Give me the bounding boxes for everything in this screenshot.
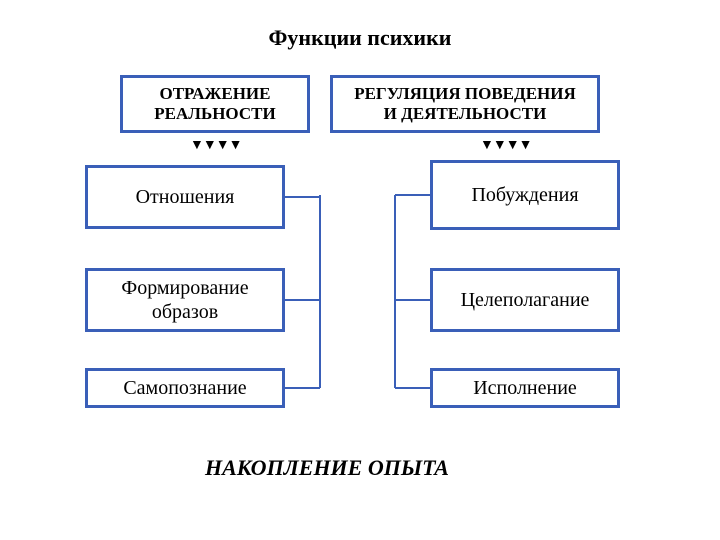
right-header-box: РЕГУЛЯЦИЯ ПОВЕДЕНИЯ И ДЕЯТЕЛЬНОСТИ: [330, 75, 600, 133]
right-box-0: Побуждения: [430, 160, 620, 230]
left-box-2-label: Самопознание: [123, 376, 246, 400]
left-header-line1: ОТРАЖЕНИЕ: [154, 84, 275, 104]
right-header-line2: И ДЕЯТЕЛЬНОСТИ: [354, 104, 576, 124]
left-header-line2: РЕАЛЬНОСТИ: [154, 104, 275, 124]
right-header-line1: РЕГУЛЯЦИЯ ПОВЕДЕНИЯ: [354, 84, 576, 104]
arrows-left: ▼▼▼▼: [190, 138, 241, 154]
right-box-2-label: Исполнение: [473, 376, 577, 400]
right-box-1: Целеполагание: [430, 268, 620, 332]
right-box-2: Исполнение: [430, 368, 620, 408]
diagram-title: Функции психики: [0, 25, 720, 51]
arrows-right: ▼▼▼▼: [480, 138, 531, 154]
left-box-2: Самопознание: [85, 368, 285, 408]
right-box-1-label: Целеполагание: [461, 288, 590, 312]
right-box-0-label: Побуждения: [471, 183, 578, 207]
left-box-1: Формирование образов: [85, 268, 285, 332]
left-box-0-label: Отношения: [136, 185, 235, 209]
left-box-1-label: Формирование образов: [100, 276, 270, 324]
bottom-title: НАКОПЛЕНИЕ ОПЫТА: [205, 455, 449, 481]
left-box-0: Отношения: [85, 165, 285, 229]
left-header-box: ОТРАЖЕНИЕ РЕАЛЬНОСТИ: [120, 75, 310, 133]
